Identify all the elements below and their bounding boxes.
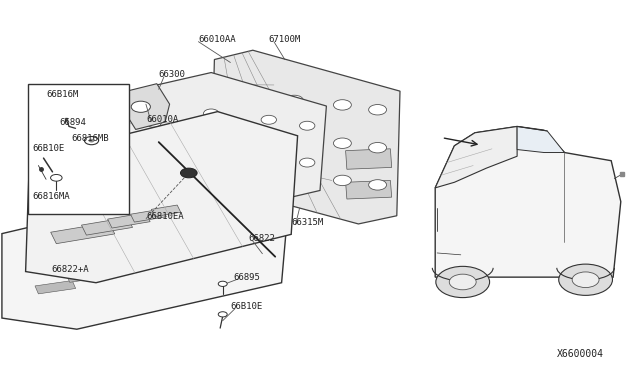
Text: 66822+A: 66822+A [51,265,89,274]
Text: 66894: 66894 [59,118,86,127]
Text: 66010AA: 66010AA [198,35,236,44]
Circle shape [131,101,150,112]
Circle shape [261,182,276,190]
Bar [28,84,129,214]
Circle shape [146,118,161,127]
Circle shape [84,137,99,145]
Circle shape [218,281,227,286]
Circle shape [449,274,476,290]
Bar [35,280,76,294]
Circle shape [572,272,599,288]
Polygon shape [123,84,170,129]
Text: 66300: 66300 [158,70,185,79]
Circle shape [300,121,315,130]
Polygon shape [211,50,400,224]
Text: 66B16M: 66B16M [46,90,78,99]
Text: 66010A: 66010A [146,115,178,124]
Text: 66315M: 66315M [291,218,323,227]
Circle shape [261,153,276,161]
Circle shape [559,264,612,295]
Circle shape [369,142,387,153]
Polygon shape [435,126,517,188]
Circle shape [146,181,161,190]
Text: 66816MB: 66816MB [72,134,109,143]
Bar [129,246,165,259]
Circle shape [333,100,351,110]
Text: 67100M: 67100M [269,35,301,44]
Bar [160,235,195,248]
Circle shape [89,139,94,142]
Text: 66B10E: 66B10E [230,302,262,311]
Polygon shape [346,149,392,169]
Circle shape [218,312,227,317]
Bar [51,222,115,244]
Polygon shape [116,73,326,212]
Circle shape [204,146,219,155]
Circle shape [204,109,219,118]
Circle shape [241,99,259,109]
Circle shape [369,105,387,115]
Circle shape [333,138,351,148]
Circle shape [146,152,161,161]
Bar [108,213,150,228]
Circle shape [180,168,197,178]
Polygon shape [346,180,392,199]
Polygon shape [435,126,621,277]
Text: 66810EA: 66810EA [146,212,184,221]
Polygon shape [2,186,288,329]
Circle shape [300,158,315,167]
Circle shape [285,95,303,106]
Text: 66822: 66822 [248,234,275,243]
Circle shape [241,136,259,147]
Circle shape [333,175,351,186]
Circle shape [285,134,303,145]
Text: 66816MA: 66816MA [32,192,70,201]
Circle shape [241,173,259,184]
Circle shape [285,171,303,182]
Bar [131,209,166,222]
Bar [67,269,106,282]
Bar [151,205,180,217]
Bar [97,258,136,271]
Circle shape [204,179,219,187]
Circle shape [51,174,62,181]
Polygon shape [26,112,298,283]
Text: 66895: 66895 [234,273,260,282]
Circle shape [436,266,490,298]
Text: X6600004: X6600004 [557,349,604,359]
Text: 66B10E: 66B10E [32,144,64,153]
Polygon shape [517,126,564,153]
Circle shape [261,115,276,124]
Circle shape [369,180,387,190]
Bar [81,217,132,235]
